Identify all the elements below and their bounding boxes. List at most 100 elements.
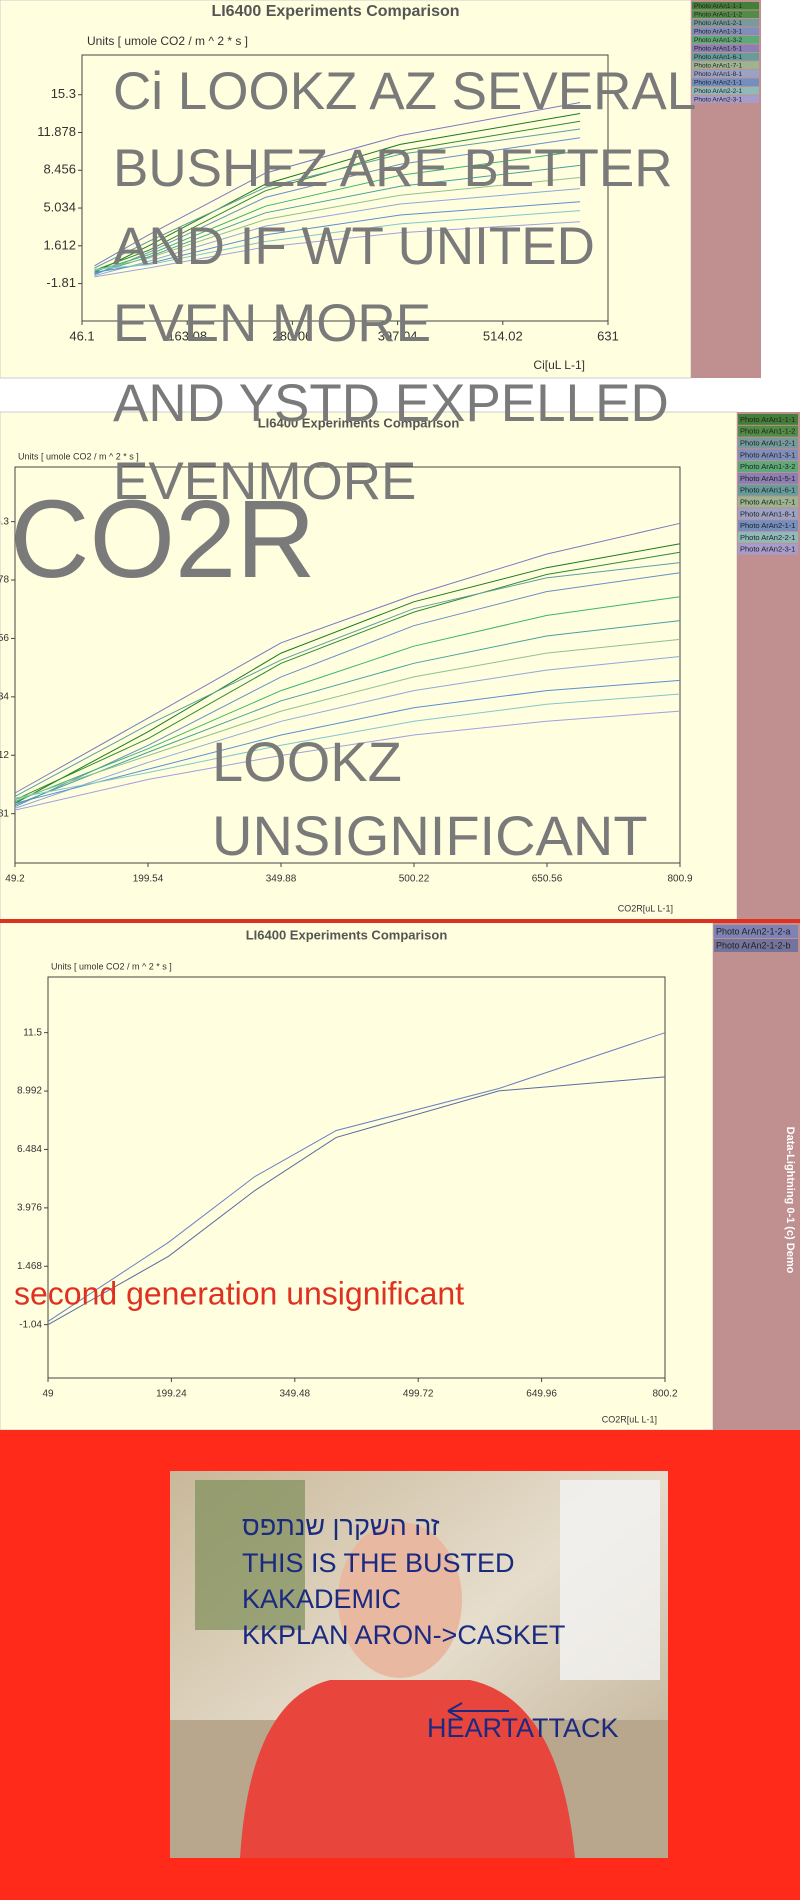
photo-arrow-label: HEARTATTACK (427, 1713, 619, 1743)
series-line (14, 572, 681, 808)
series-line (94, 221, 581, 278)
y-tick-label: 3.976 (17, 1203, 42, 1214)
photo-caption: KAKADEMIC (242, 1584, 401, 1614)
annotation: AND IF WT UNITED (113, 217, 595, 276)
legend-swatch (738, 532, 798, 543)
panel-background (0, 411, 738, 922)
legend-swatch (738, 414, 798, 425)
window (195, 1480, 305, 1630)
y-tick-label: 8.992 (17, 1086, 42, 1097)
chart-panel: LI6400 Experiments Comparison Units [ umo… (0, 920, 800, 1431)
legend-swatch (692, 78, 759, 86)
legend-swatch (714, 939, 798, 952)
legend-swatch (738, 449, 798, 461)
legend-label: Photo ArAn1-3-1 (740, 450, 795, 459)
y-tick-label: -1.04 (19, 1319, 42, 1330)
annotation: UNSIGNIFICANT (212, 804, 648, 867)
plot-area (14, 466, 681, 864)
watermark: Data-Lightning 0-1 (c) Demo (784, 1127, 796, 1274)
annotation: EVENMORE (113, 452, 416, 511)
legend-swatch (738, 496, 798, 508)
annotation: LOOKZ (212, 730, 402, 793)
chart-title: LI6400 Experiments Comparison (211, 3, 459, 20)
x-tick-label: 800.9 (667, 874, 692, 885)
x-tick-label: 649.96 (526, 1389, 557, 1400)
legend-label: Photo ArAn1-3-2 (740, 462, 795, 471)
series-line (94, 210, 581, 270)
y-tick-label: 11.5 (23, 1027, 42, 1038)
series-line (14, 679, 681, 804)
legend-label: Photo ArAn2-1-2-a (716, 926, 791, 936)
legend-swatch (692, 61, 759, 69)
x-tick-label: 349.88 (266, 874, 297, 885)
legend-label: Photo ArAn1-5-1 (694, 45, 742, 52)
staircase (560, 1480, 660, 1680)
y-axis-label: Units [ umole CO2 / m ^ 2 * s ] (87, 34, 248, 48)
x-tick-label: 163.08 (167, 328, 207, 343)
x-axis-label: CO2R[uL L-1] (602, 1414, 657, 1424)
x-tick-label: 349.48 (280, 1389, 311, 1400)
legend-label: Photo ArAn2-3-1 (740, 545, 795, 554)
x-tick-label: 199.24 (156, 1389, 187, 1400)
series-line (14, 551, 681, 801)
series-line (14, 710, 681, 811)
x-tick-label: 46.1 (69, 328, 94, 343)
y-tick-label: -1.81 (46, 275, 76, 290)
legend-swatch (738, 520, 798, 531)
plot-area (81, 54, 609, 322)
x-axis-label: CO2R[uL L-1] (618, 903, 673, 913)
photo-caption: KKPLAN ARON->CASKET (242, 1620, 565, 1650)
legend-label: Photo ArAn2-2-1 (694, 88, 742, 95)
chart-panel: LI6400 Experiments Comparison Units [ umo… (0, 0, 761, 379)
legend-label: Photo ArAn2-3-1 (694, 96, 742, 103)
legend-swatch (692, 10, 759, 18)
y-tick-label: 8.456 (43, 162, 76, 177)
legend-label: Photo ArAn1-6-1 (740, 486, 795, 495)
y-tick-label: 11.878 (37, 124, 76, 139)
legend-label: Photo ArAn1-1-2 (694, 11, 742, 18)
series-line (14, 543, 681, 804)
legend-label: Photo ArAn1-8-1 (694, 71, 742, 78)
legend-label: Photo ArAn2-1-2-b (716, 940, 791, 950)
legend-swatch (738, 508, 798, 520)
x-tick-label: 800.2 (652, 1389, 677, 1400)
annotation: EVEN MORE (113, 294, 431, 353)
legend-swatch (738, 437, 798, 449)
chart-title: LI6400 Experiments Comparison (258, 415, 460, 430)
series-line (94, 128, 581, 269)
legend-label: Photo ArAn1-2-1 (694, 20, 742, 27)
x-tick-label: 397.04 (378, 328, 418, 343)
legend-label: Photo ArAn1-3-2 (694, 37, 742, 44)
legend-label: Photo ArAn1-6-1 (694, 54, 742, 61)
plot-area (47, 976, 666, 1379)
series-line (94, 113, 581, 273)
y-tick-label: 1.468 (17, 1261, 42, 1272)
x-tick-label: 500.22 (399, 874, 430, 885)
y-axis-label: Units [ umole CO2 / m ^ 2 * s ] (51, 961, 172, 971)
x-tick-label: 49.2 (5, 874, 25, 885)
red-divider (0, 919, 800, 923)
x-tick-label: 499.72 (403, 1389, 434, 1400)
annotation: CO2R (10, 478, 316, 601)
series-line (14, 693, 681, 799)
series-line (94, 150, 581, 272)
series-line (14, 562, 681, 797)
legend-swatch (738, 425, 798, 437)
photo-caption: THIS IS THE BUSTED (242, 1548, 515, 1578)
arrow (447, 1702, 509, 1720)
legend-label: Photo ArAn1-7-1 (740, 497, 795, 506)
legend-label: Photo ArAn1-3-1 (694, 28, 742, 35)
photo (170, 1471, 668, 1858)
legend-swatch (738, 461, 798, 472)
legend-swatch (738, 473, 798, 484)
series-line (47, 1076, 666, 1326)
legend-label: Photo ArAn1-2-1 (740, 438, 795, 447)
y-tick-label: -1.81 (0, 808, 9, 819)
legend-label: Photo ArAn1-1-2 (740, 427, 795, 436)
series-line (14, 656, 681, 809)
x-tick-label: 280.06 (273, 328, 313, 343)
series-line (94, 120, 581, 271)
series-line (94, 177, 581, 271)
y-axis-label: Units [ umole CO2 / m ^ 2 * s ] (18, 451, 139, 461)
